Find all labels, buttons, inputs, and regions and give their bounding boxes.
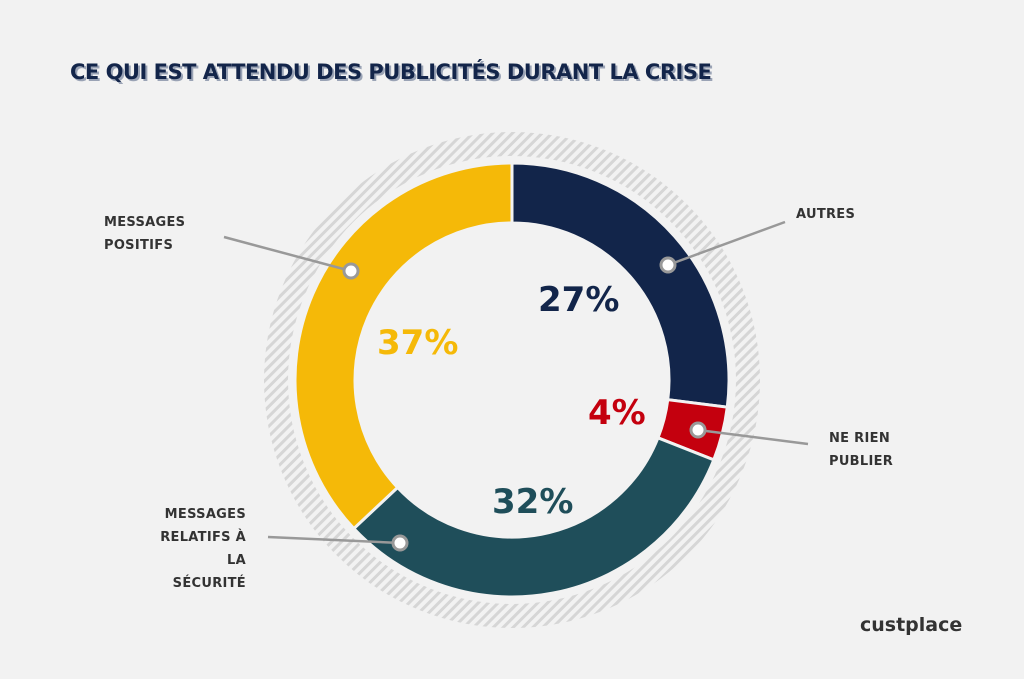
leader-ne-rien-publier	[697, 428, 809, 446]
label-line: MESSAGES	[104, 215, 186, 230]
label-autres: AUTRES	[796, 203, 855, 226]
marker-positifs	[342, 262, 360, 280]
value-label-positifs: 37%	[377, 323, 459, 363]
leader-positifs	[223, 235, 352, 273]
value-label-securite: 32%	[492, 482, 574, 522]
marker-ne-rien-publier	[689, 421, 707, 439]
slice-messages-positifs	[293, 161, 514, 531]
leader-autres	[667, 220, 786, 267]
hatch-ring	[264, 132, 760, 628]
label-line: MESSAGES	[164, 507, 246, 522]
label-securite: MESSAGES RELATIFS À LA SÉCURITÉ	[146, 503, 246, 595]
label-line: SÉCURITÉ	[172, 576, 246, 591]
label-line: AUTRES	[796, 207, 856, 222]
marker-securite	[391, 534, 409, 552]
custplace-logo: custplace	[860, 614, 963, 636]
value-label-ne-rien-publier: 4%	[588, 393, 646, 433]
label-line: PUBLIER	[829, 454, 894, 469]
leader-securite	[267, 535, 401, 545]
label-positifs: MESSAGES POSITIFS	[104, 211, 185, 257]
value-label-autres: 27%	[538, 280, 620, 320]
marker-autres	[659, 256, 677, 274]
label-line: NE RIEN	[829, 431, 890, 446]
label-line: RELATIFS À LA	[160, 530, 246, 568]
label-ne-rien-publier: NE RIEN PUBLIER	[829, 427, 893, 473]
label-line: POSITIFS	[104, 238, 174, 253]
chart-title: CE QUI EST ATTENDU DES PUBLICITÉS DURANT…	[70, 60, 712, 84]
slice-messages-relatifs-la-s-curit-	[351, 435, 716, 599]
